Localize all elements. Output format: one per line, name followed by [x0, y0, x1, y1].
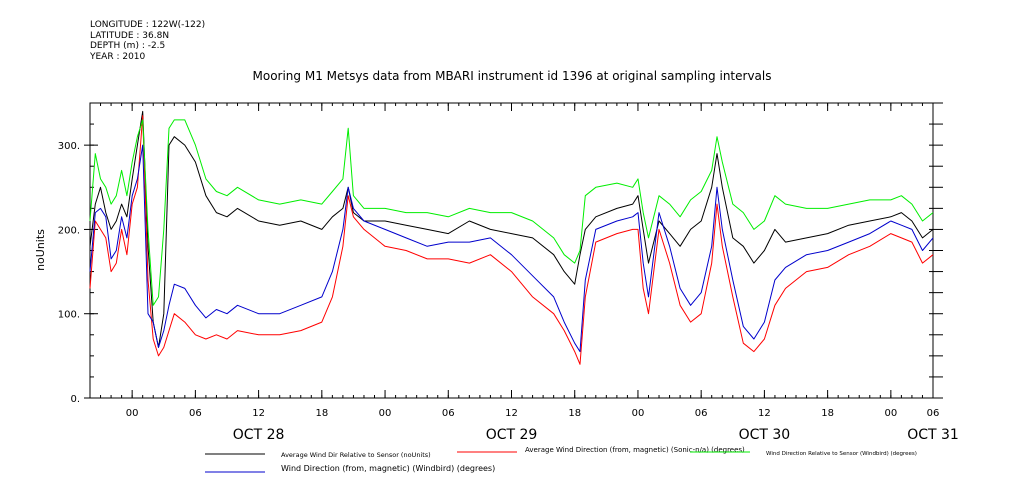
legend: Average Wind Dir Relative to Sensor (noU…: [205, 446, 917, 473]
day-label: OCT 28: [233, 427, 285, 443]
x-tick-label: 12: [505, 408, 518, 419]
day-label: OCT 30: [739, 427, 791, 443]
x-tick-label: 06: [695, 408, 708, 419]
legend-label-4: Wind Direction (from, magnetic) (Windbir…: [281, 464, 495, 473]
latitude-label: LATITUDE : 36.8N: [90, 30, 170, 41]
y-tick-label: 300.: [58, 141, 80, 152]
x-tick-label: 06: [442, 408, 455, 419]
y-axis-label: noUnits: [34, 229, 47, 271]
series-line-2: [89, 115, 934, 365]
longitude-label: LONGITUDE : 122W(-122): [90, 20, 206, 30]
series-line-4: [89, 144, 934, 353]
x-tick-label: 18: [315, 408, 328, 419]
plot-frame: [89, 102, 934, 399]
series-line-3: [89, 119, 934, 306]
legend-label-1: Average Wind Dir Relative to Sensor (noU…: [281, 451, 431, 459]
x-tick-label: 12: [758, 408, 771, 419]
x-tick-label: 00: [379, 408, 392, 419]
x-tick-label: 06: [927, 408, 940, 419]
day-label: OCT 31: [907, 427, 959, 443]
legend-label-2: Average Wind Direction (from, magnetic) …: [525, 446, 745, 454]
metadata-block: LONGITUDE : 122W(-122) LATITUDE : 36.8N …: [90, 20, 205, 62]
series-line-1: [89, 110, 934, 348]
year-label: YEAR : 2010: [90, 51, 146, 62]
x-tick-label: 00: [632, 408, 645, 419]
x-tick-label: 06: [189, 408, 202, 419]
x-tick-label: 18: [821, 408, 834, 419]
y-tick-label: 0.: [70, 394, 80, 405]
series-lines: [89, 110, 934, 365]
x-tick-label: 00: [884, 408, 897, 419]
x-tick-label: 18: [568, 408, 581, 419]
day-label: OCT 29: [486, 427, 538, 443]
legend-label-3: Wind Direction Relative to Sensor (Windb…: [766, 451, 917, 457]
x-tick-label: 12: [252, 408, 265, 419]
chart-title: Mooring M1 Metsys data from MBARI instru…: [253, 69, 772, 83]
depth-label: DEPTH (m) : -2.5: [90, 41, 166, 51]
axis-ticks: 00 06 12 18 00 06 12 18 00 06 12 18 00 06 OCT 28 OCT 29…: [58, 102, 959, 443]
x-tick-label: 00: [126, 408, 139, 419]
y-tick-label: 100.: [58, 310, 80, 321]
y-tick-label: 200.: [58, 225, 80, 236]
